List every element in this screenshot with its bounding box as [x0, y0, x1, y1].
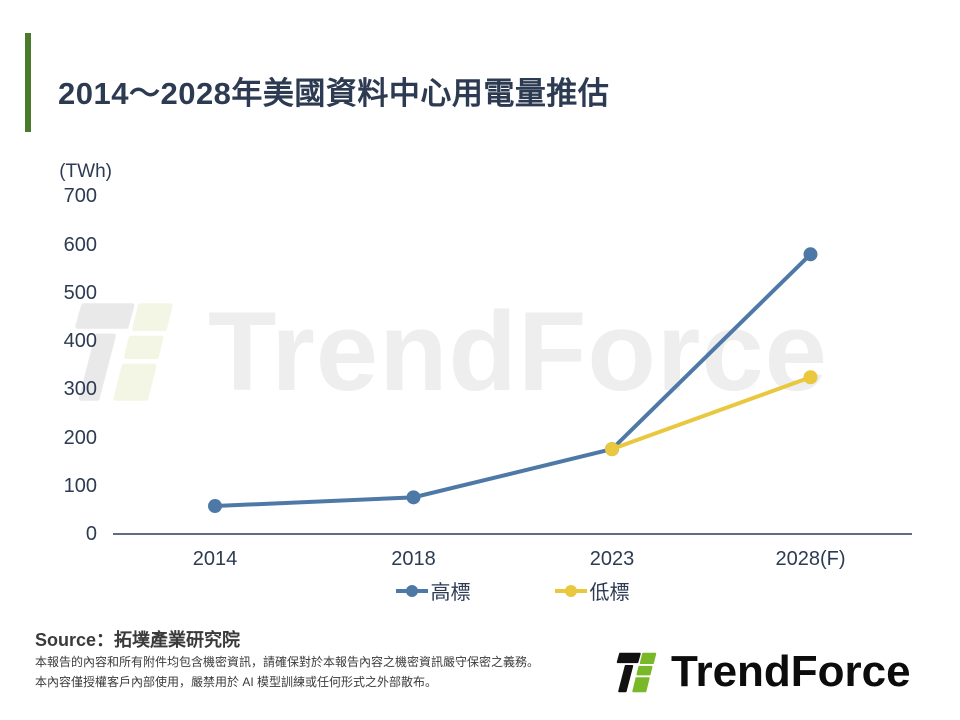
legend: 高標 低標: [113, 576, 912, 605]
legend-item-low: 低標: [554, 576, 630, 605]
legend-label-low: 低標: [589, 582, 630, 604]
x-tick-label: 2014: [192, 548, 238, 570]
disclaimer: 本報告的內容和所有附件均包含機密資訊，請確保對於本報告內容之機密資訊嚴守保密之義…: [35, 652, 539, 692]
data-point-high: [406, 490, 421, 505]
x-tick-label: 2018: [391, 548, 436, 570]
disclaimer-line-2: 本內容僅授權客戶內部使用，嚴禁用於 AI 模型訓練或任何形式之外部散布。: [35, 675, 438, 689]
legend-marker-high-icon: [395, 584, 428, 597]
series-line-low: [611, 375, 812, 451]
legend-label-high: 高標: [430, 582, 471, 604]
y-tick-label: 0: [85, 523, 97, 545]
trendforce-logo-icon: [616, 652, 657, 692]
page-title: 2014～2028年美國資料中心用電量推估: [58, 76, 610, 111]
source-line: Source：拓墣產業研究院: [35, 630, 241, 650]
y-tick-label: 300: [63, 378, 97, 401]
data-point-high: [208, 499, 222, 514]
title-accent-bar: [25, 33, 31, 132]
y-axis-unit-label: (TWh): [59, 161, 112, 182]
data-point-low: [803, 370, 818, 385]
legend-marker-low-icon: [554, 584, 587, 597]
data-point-low: [605, 442, 619, 457]
legend-item-high: 高標: [395, 576, 471, 605]
y-tick-label: 600: [63, 233, 97, 256]
y-tick-label: 700: [63, 185, 97, 208]
y-tick-label: 100: [63, 474, 97, 497]
data-point-high: [803, 247, 818, 262]
y-tick-label: 400: [63, 330, 97, 353]
y-tick-label: 200: [63, 426, 97, 449]
trendforce-logo-text: TrendForce: [671, 647, 911, 696]
disclaimer-line-1: 本報告的內容和所有附件均包含機密資訊，請確保對於本報告內容之機密資訊嚴守保密之義…: [35, 655, 540, 669]
series-line-high: [214, 252, 812, 509]
trendforce-logo: TrendForce: [612, 644, 911, 700]
x-tick-label: 2023: [589, 548, 635, 570]
x-tick-label: 2028(F): [775, 548, 846, 570]
y-tick-label: 500: [63, 281, 97, 304]
